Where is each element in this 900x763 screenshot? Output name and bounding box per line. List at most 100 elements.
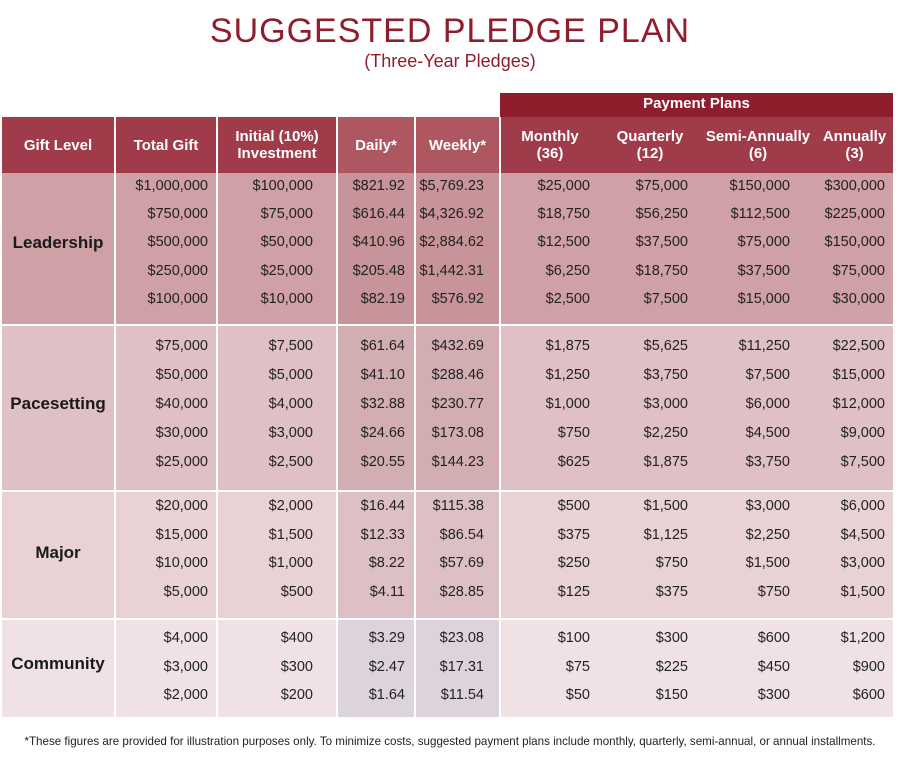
- table-cell: $1,000: [545, 396, 590, 412]
- table-cell: $112,500: [730, 206, 790, 223]
- daily-weekly-shade-community: [338, 619, 499, 717]
- table-cell: $82.19: [360, 290, 405, 307]
- table-cell: $2,250: [745, 526, 790, 543]
- table-cell: $22,500: [832, 338, 885, 354]
- table-cell: $616.44: [352, 206, 405, 223]
- table-cell: $500: [280, 584, 313, 601]
- table-cell: $375: [557, 526, 590, 543]
- column-divider: [216, 117, 218, 717]
- table-cell: $10,000: [260, 290, 313, 307]
- table-cell: $50,000: [155, 367, 208, 383]
- table-cell: $30,000: [155, 425, 208, 441]
- table-cell: $288.46: [431, 367, 484, 383]
- table-cell: $225: [655, 658, 688, 675]
- table-cell: $1,500: [840, 584, 885, 601]
- table-cell: $125: [557, 584, 590, 601]
- column-divider: [114, 117, 116, 717]
- gift-level-label: Major: [35, 543, 81, 562]
- table-cell: $3,000: [745, 498, 790, 514]
- table-cell: $32.88: [360, 396, 405, 412]
- table-cell: $3,000: [163, 658, 208, 675]
- table-cell: $2,500: [545, 290, 590, 307]
- payment-plans-banner: Payment Plans: [500, 93, 893, 117]
- table-cell: $576.92: [431, 290, 484, 307]
- table-cell: $1.64: [368, 687, 405, 703]
- table-cell: $150: [655, 687, 688, 703]
- table-cell: $4,326.92: [419, 206, 484, 223]
- table-cell: $18,750: [537, 206, 590, 223]
- table-cell: $200: [280, 687, 313, 703]
- table-cell: $50,000: [260, 234, 313, 251]
- table-cell: $250,000: [147, 262, 208, 279]
- group-divider: [2, 490, 893, 492]
- table-cell: $100,000: [252, 178, 313, 194]
- table-cell: $61.64: [360, 338, 405, 354]
- table-cell: $9,000: [840, 425, 885, 441]
- table-cell: $5,769.23: [419, 178, 484, 194]
- table-cell: $3,750: [643, 367, 688, 383]
- table-cell: $8.22: [368, 555, 405, 572]
- header-total-gift: Total Gift: [133, 136, 199, 154]
- table-cell: $230.77: [431, 396, 484, 412]
- table-cell: $11.54: [440, 687, 484, 703]
- table-cell: $500,000: [147, 234, 208, 251]
- table-cell: $600: [852, 687, 885, 703]
- table-cell: $150,000: [824, 234, 885, 251]
- table-cell: $7,500: [268, 338, 313, 354]
- daily-weekly-shade-leadership: [338, 173, 499, 325]
- page-title: SUGGESTED PLEDGE PLAN: [209, 12, 691, 50]
- table-cell: $750: [757, 584, 790, 601]
- table-cell: $57.69: [439, 555, 484, 572]
- table-cell: $821.92: [352, 178, 405, 194]
- table-cell: $41.10: [360, 367, 405, 383]
- table-cell: $5,000: [163, 584, 208, 601]
- table-cell: $20,000: [155, 498, 208, 514]
- table-cell: $2,250: [643, 425, 688, 441]
- table-cell: $23.08: [439, 630, 484, 646]
- table-cell: $15,000: [737, 290, 790, 307]
- table-cell: $20.55: [360, 454, 405, 470]
- table-cell: $4,000: [268, 396, 313, 412]
- table-cell: $173.08: [431, 425, 484, 441]
- table-cell: $300: [280, 658, 313, 675]
- table-cell: $205.48: [352, 262, 405, 279]
- table-cell: $11,250: [738, 338, 790, 354]
- table-cell: $16.44: [360, 498, 405, 514]
- table-cell: $12,500: [537, 234, 590, 251]
- table-cell: $900: [852, 658, 885, 675]
- table-cell: $25,000: [537, 178, 590, 194]
- table-cell: $1,500: [643, 498, 688, 514]
- table-cell: $86.54: [439, 526, 484, 543]
- group-divider: [2, 618, 893, 620]
- gift-level-label: Community: [11, 654, 105, 673]
- table-cell: $2,884.62: [419, 234, 484, 251]
- daily-weekly-shade-pacesetting: [338, 325, 499, 491]
- table-cell: $75,000: [635, 178, 688, 194]
- table-cell: $2,000: [163, 687, 208, 703]
- table-cell: $7,500: [840, 454, 885, 470]
- header-quarterly: Quarterly (12): [616, 128, 684, 162]
- table-cell: $37,500: [635, 234, 688, 251]
- table-cell: $50: [565, 687, 590, 703]
- table-cell: $625: [557, 454, 590, 470]
- table-cell: $400: [280, 630, 313, 646]
- table-cell: $2.47: [368, 658, 405, 675]
- gift-level-label: Leadership: [12, 233, 104, 252]
- table-cell: $1,442.31: [419, 262, 484, 279]
- table-cell: $5,000: [268, 367, 313, 383]
- table-cell: $12.33: [360, 526, 405, 543]
- table-cell: $1,000: [268, 555, 313, 572]
- table-cell: $1,000,000: [135, 178, 208, 194]
- table-cell: $7,500: [643, 290, 688, 307]
- table-cell: $40,000: [155, 396, 208, 412]
- table-cell: $3,750: [745, 454, 790, 470]
- table-cell: $17.31: [439, 658, 484, 675]
- table-cell: $4,000: [163, 630, 208, 646]
- table-cell: $2,500: [268, 454, 313, 470]
- table-cell: $10,000: [155, 555, 208, 572]
- table-cell: $7,500: [745, 367, 790, 383]
- table-cell: $56,250: [635, 206, 688, 223]
- gift-level-label: Pacesetting: [10, 394, 106, 413]
- table-cell: $750: [557, 425, 590, 441]
- table-cell: $15,000: [832, 367, 885, 383]
